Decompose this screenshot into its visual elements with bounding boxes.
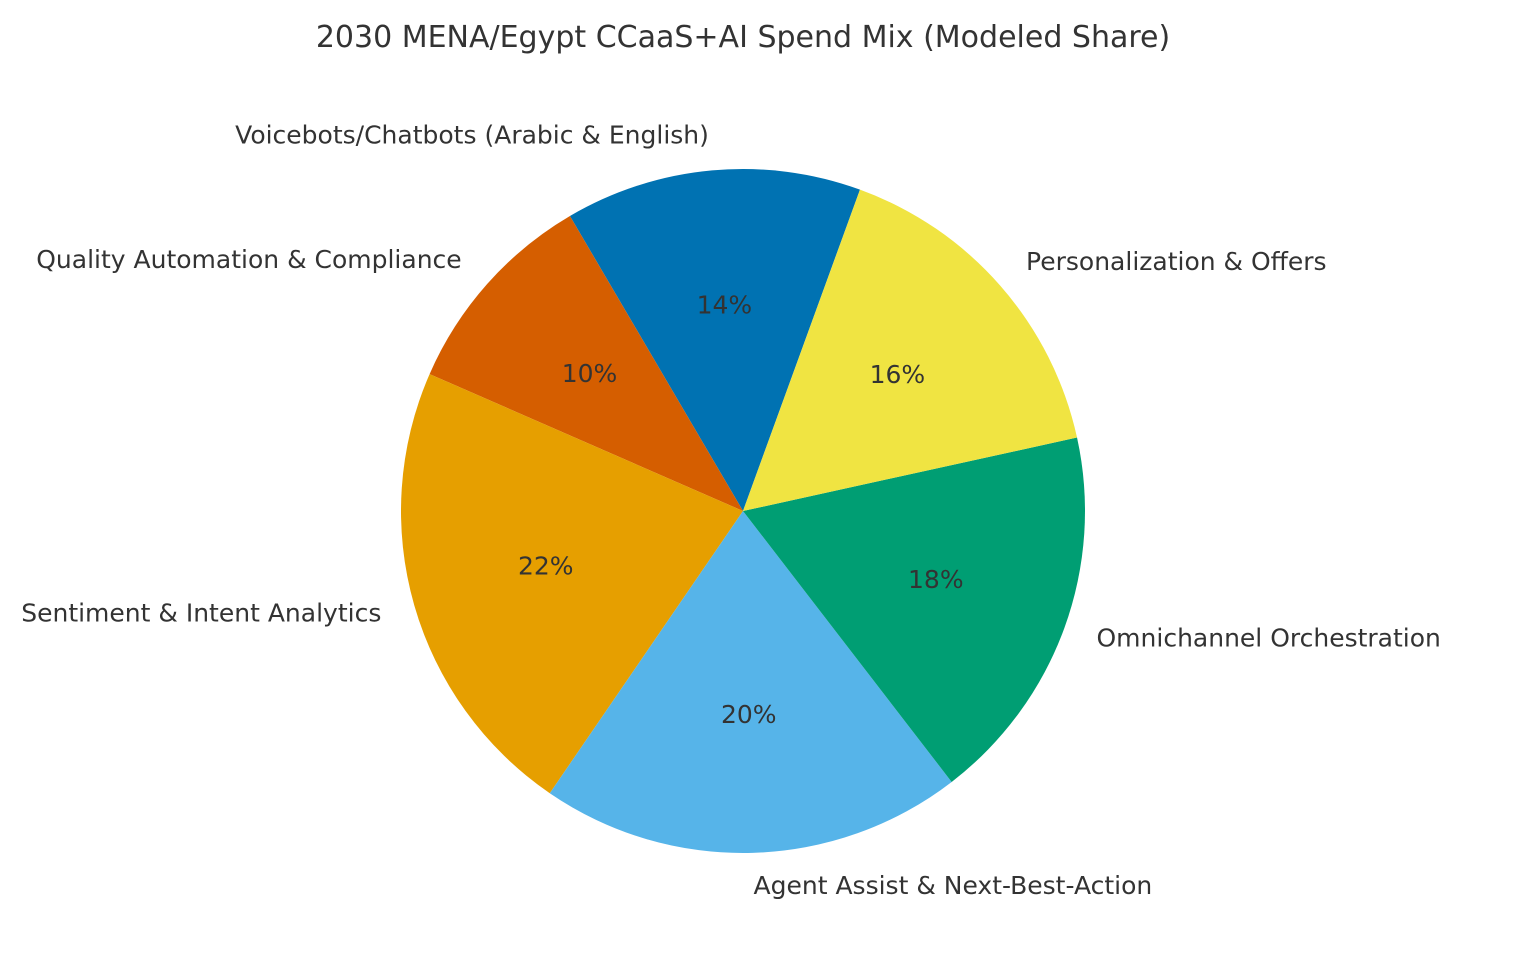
category-labels: Voicebots/Chatbots (Arabic & English) Qua… [21,120,1441,900]
category-label: Personalization & Offers [1026,247,1327,276]
percent-label: 16% [870,360,926,389]
chart-title: 2030 MENA/Egypt CCaaS+AI Spend Mix (Mode… [316,20,1170,55]
percent-label: 14% [697,291,753,320]
pie-slices [400,169,1086,853]
percent-label: 10% [562,359,618,388]
pie-slice-personalization-offers [743,189,1078,511]
percent-label: 20% [721,700,777,729]
percent-label: 18% [908,565,964,594]
category-label: Agent Assist & Next-Best-Action [754,871,1153,900]
category-label: Omnichannel Orchestration [1097,624,1441,653]
category-label: Quality Automation & Compliance [36,245,461,274]
percent-label: 22% [518,552,574,581]
pie-slice-quality-automation-compliance [429,216,743,511]
percent-labels: 14% 10% 22% 20% 18% 16% [518,291,964,729]
pie-slice-voicebots-chatbots-arabic-english [569,169,860,511]
category-label: Voicebots/Chatbots (Arabic & English) [235,120,709,149]
pie-slice-sentiment-intent-analytics [400,374,743,794]
pie-slice-agent-assist-next-best-action [549,511,952,853]
pie-slice-omnichannel-orchestration [743,437,1086,782]
category-label: Sentiment & Intent Analytics [21,599,381,628]
